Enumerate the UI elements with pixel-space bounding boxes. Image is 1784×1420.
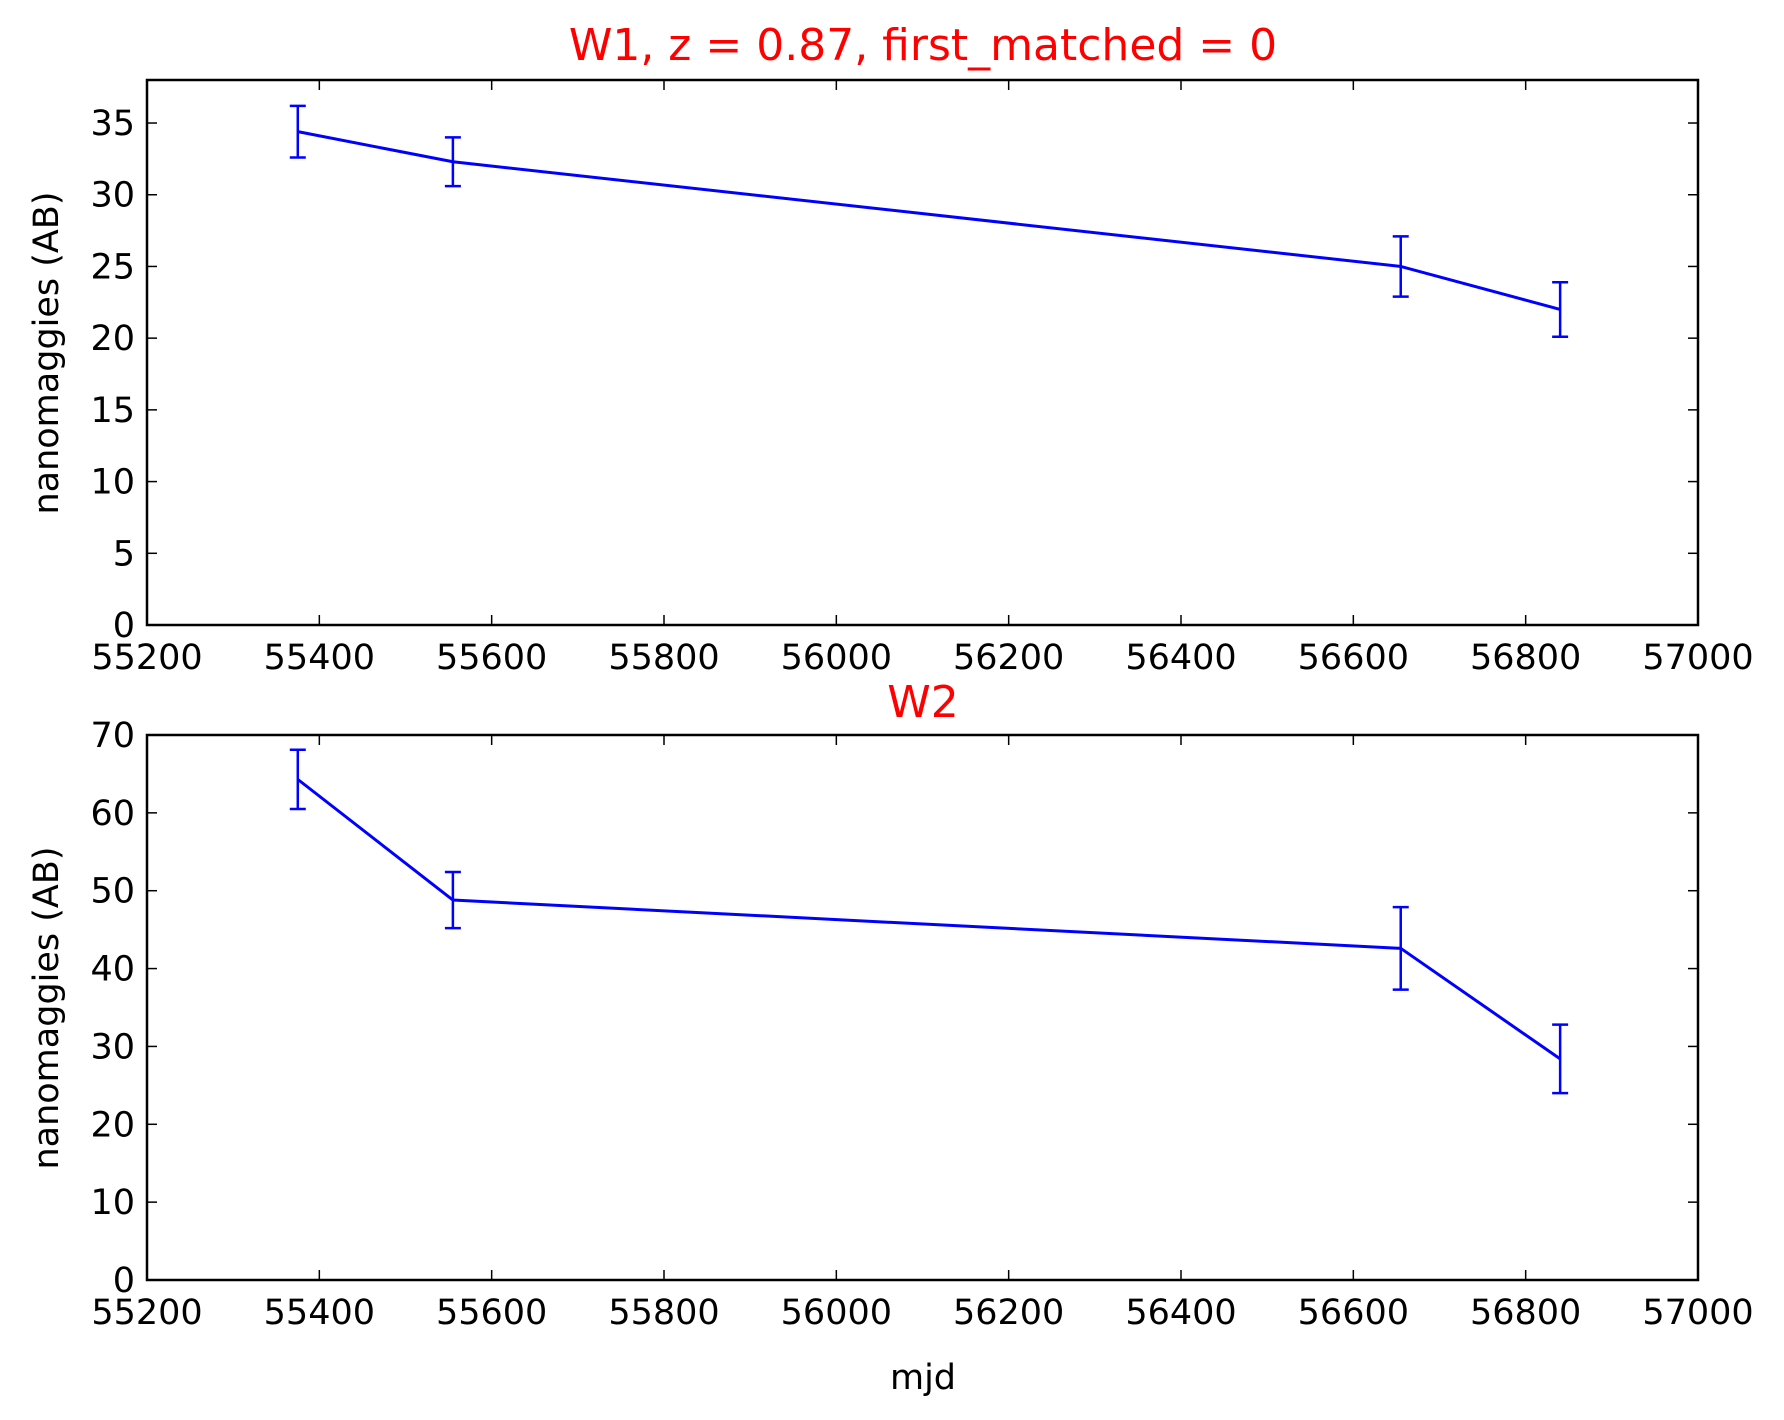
panel-w2-title: W2 — [887, 677, 959, 728]
panel-w2-x-tick-label: 56200 — [953, 1293, 1064, 1333]
panel-w2-x-tick-label: 55800 — [608, 1293, 719, 1333]
panel-w2-x-tick-label: 57000 — [1642, 1293, 1753, 1333]
panel-w2-y-tick-label: 30 — [90, 1027, 135, 1067]
panel-w1-y-tick-label: 10 — [90, 463, 135, 503]
panel-w2-axes-frame — [145, 733, 1700, 1282]
panel-w2-y-tick-label: 60 — [90, 794, 135, 834]
panel-w2-x-tick-label: 55400 — [264, 1293, 375, 1333]
panel-w1: W1, z = 0.87, first_matched = 0 55200 554… — [27, 20, 1754, 678]
panel-w1-y-tick-label: 35 — [90, 104, 135, 144]
panel-w2-y-tick-label: 10 — [90, 1183, 135, 1223]
panel-w1-error-bar — [444, 136, 461, 188]
panel-w1-series-line — [297, 130, 1561, 311]
panel-w2-y-tick-label: 0 — [113, 1261, 135, 1301]
panel-w2-x-axis-label: mjd — [890, 1358, 956, 1398]
panel-w2-x-tick-label: 55600 — [436, 1293, 547, 1333]
panel-w1-x-tick-label: 57000 — [1642, 638, 1753, 678]
panel-w1-x-tick-label: 56200 — [953, 638, 1064, 678]
panel-w1-x-tick-label: 56400 — [1125, 638, 1236, 678]
panel-w1-error-bar — [1552, 280, 1569, 338]
panel-w2-series-layer — [289, 748, 1569, 1095]
panel-w2-series-line — [296, 778, 1561, 1061]
panel-w1-y-tick-label: 5 — [113, 534, 135, 574]
panel-w2-x-tick-label: 56400 — [1125, 1293, 1236, 1333]
panel-w2-tick-layer: 55200 55400 55600 55800 56000 56200 56400 56600… — [90, 716, 1753, 1333]
panel-w1-x-tick-label: 56000 — [781, 638, 892, 678]
panel-w2-y-tick-label: 40 — [90, 950, 135, 990]
panel-w1-y-tick-label: 30 — [90, 176, 135, 216]
panel-w2-x-tick-label: 56600 — [1298, 1293, 1409, 1333]
panel-w2-y-tick-label: 70 — [90, 716, 135, 756]
panel-w2-x-tick-label: 56800 — [1470, 1293, 1581, 1333]
panel-w2: W2 55200 55400 55600 55800 56000 56200 56400 56… — [27, 677, 1754, 1398]
panel-w1-error-bar — [289, 104, 306, 159]
panel-w1-x-tick-label: 56600 — [1298, 638, 1409, 678]
panel-w1-y-axis-label: nanomaggies (AB) — [27, 191, 67, 514]
panel-w1-axes-frame — [145, 78, 1700, 627]
panel-w1-x-tick-label: 55800 — [608, 638, 719, 678]
panel-w1-x-tick-label: 55200 — [91, 638, 202, 678]
panel-w2-x-tick-label: 55200 — [91, 1293, 202, 1333]
panel-w1-y-tick-label: 20 — [90, 319, 135, 359]
panel-w1-error-bar — [1392, 235, 1409, 298]
panel-w2-y-tick-label: 50 — [90, 872, 135, 912]
panel-w1-y-tick-label: 0 — [113, 606, 135, 646]
panel-w1-x-tick-label: 56800 — [1470, 638, 1581, 678]
panel-w2-x-tick-label: 56000 — [781, 1293, 892, 1333]
panel-w1-series-layer — [289, 104, 1569, 338]
panel-w2-y-axis-label: nanomaggies (AB) — [27, 846, 67, 1169]
panel-w1-x-tick-label: 55600 — [436, 638, 547, 678]
panel-w1-y-tick-label: 25 — [90, 247, 135, 287]
panel-w1-tick-layer: 55200 55400 55600 55800 56000 56200 56400 56600… — [90, 80, 1754, 678]
panel-w1-y-tick-label: 15 — [90, 391, 135, 431]
panel-w2-error-bar — [1552, 1023, 1569, 1095]
panel-w2-error-bar — [1392, 905, 1409, 991]
panel-w2-error-bar — [444, 870, 461, 930]
panel-w2-y-tick-label: 20 — [90, 1105, 135, 1145]
panel-w1-title: W1, z = 0.87, first_matched = 0 — [569, 20, 1277, 71]
panel-w1-x-tick-label: 55400 — [264, 638, 375, 678]
panel-w2-error-bar — [289, 748, 306, 811]
